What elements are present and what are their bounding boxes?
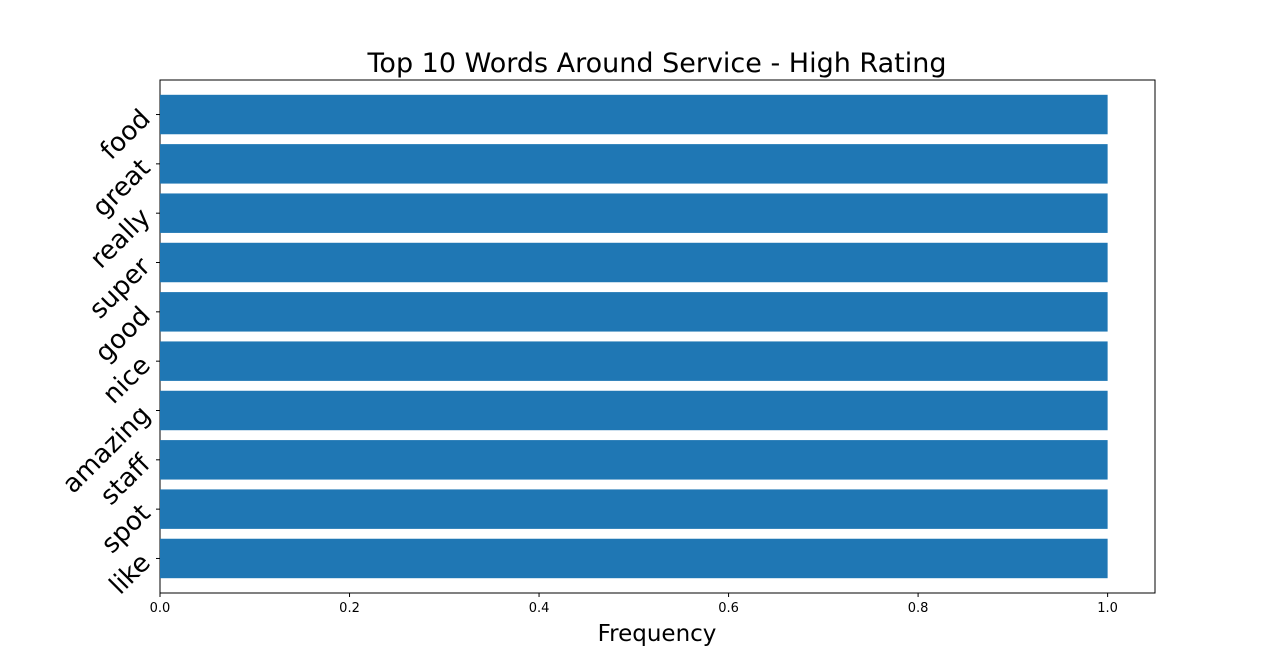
y-axis-ticks: foodgreatreallysupergoodniceamazingstaff… [57, 104, 160, 601]
x-tick-label: 0.6 [718, 601, 739, 616]
bar-like [160, 538, 1108, 579]
bar-staff [160, 440, 1108, 480]
bar-food [160, 94, 1108, 135]
y-tick-label: like [104, 548, 157, 601]
bars-group [160, 94, 1108, 579]
x-tick-label: 0.4 [529, 601, 550, 616]
x-tick-label: 0.8 [908, 601, 929, 616]
bar-good [160, 292, 1108, 332]
bar-super [160, 242, 1108, 283]
x-axis-label: Frequency [598, 621, 717, 647]
plot-area-frame [159, 79, 1156, 594]
x-tick-label: 0.0 [150, 601, 171, 616]
chart-title: Top 10 Words Around Service - High Ratin… [367, 48, 947, 79]
x-tick-label: 0.2 [339, 601, 360, 616]
y-tick-label: spot [96, 499, 157, 560]
x-tick-label: 1.0 [1097, 601, 1118, 616]
x-axis-ticks: 0.0 0.2 0.4 0.6 0.8 1.0 [150, 593, 1118, 616]
bar-really [160, 193, 1108, 233]
bar-amazing [160, 390, 1108, 431]
bar-great [160, 144, 1108, 184]
bar-nice [160, 341, 1108, 381]
y-tick-label: great [87, 153, 157, 223]
y-tick-label: food [95, 104, 157, 166]
bar-spot [160, 489, 1108, 529]
